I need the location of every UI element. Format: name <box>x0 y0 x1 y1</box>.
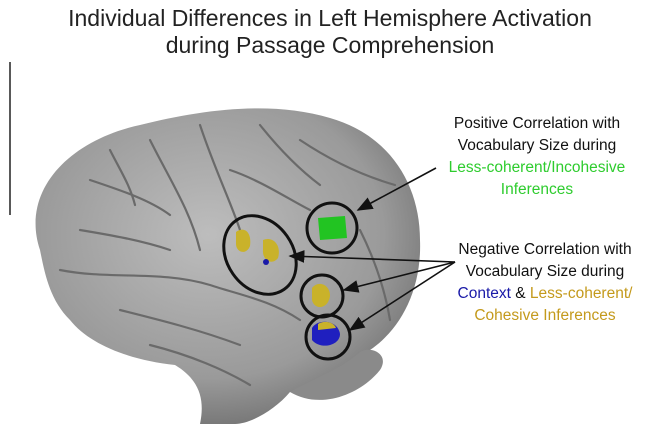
annotation-line: Vocabulary Size during <box>466 263 625 280</box>
annotation-segment: Less-coherent/ <box>530 285 633 302</box>
figure: Individual Differences in Left Hemispher… <box>0 0 654 424</box>
annotation-line: Context & Less-coherent/ <box>458 285 634 302</box>
title-line: during Passage Comprehension <box>166 32 495 58</box>
annotation-line: Negative Correlation with <box>458 241 631 258</box>
title-line: Individual Differences in Left Hemispher… <box>68 5 592 31</box>
annotation-line: Inferences <box>501 181 574 198</box>
annotation-line: Cohesive Inferences <box>474 307 616 324</box>
annotation-segment: Context <box>458 285 512 302</box>
annotation-segment: & <box>515 285 526 302</box>
annotation-line: Positive Correlation with <box>454 115 620 132</box>
annotation-line: Vocabulary Size during <box>458 137 617 154</box>
annotation-line: Less-coherent/Incohesive <box>449 159 626 176</box>
